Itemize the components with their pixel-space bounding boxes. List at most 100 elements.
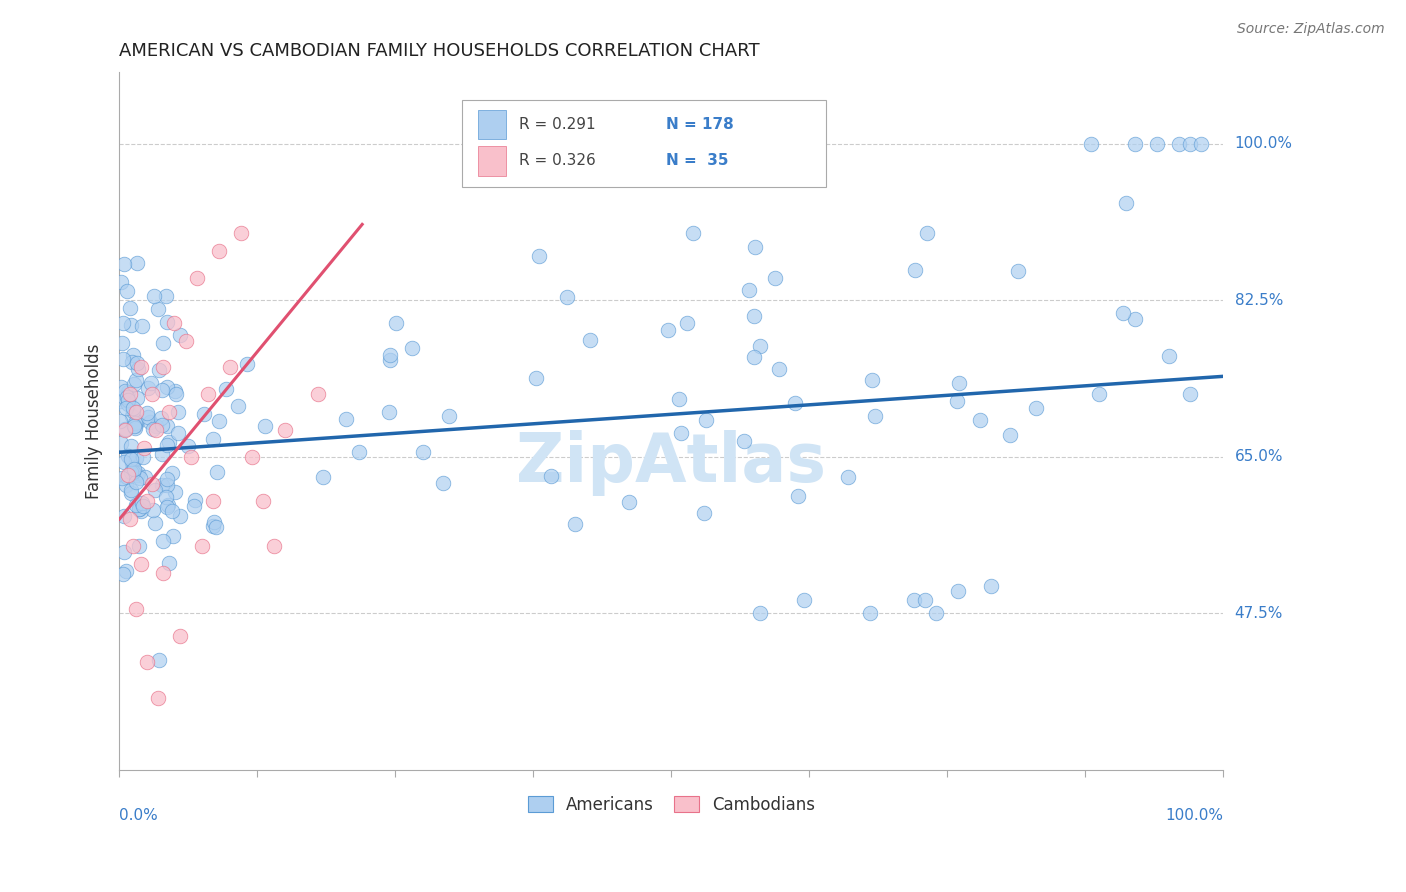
Point — [860, 373, 883, 387]
Point — [114, 508, 136, 523]
Point — [152, 478, 174, 492]
Point — [312, 470, 335, 484]
Point — [169, 328, 191, 343]
Point — [695, 413, 717, 427]
Point — [150, 417, 173, 432]
Point — [163, 384, 186, 398]
Point — [437, 409, 460, 423]
Text: N =  35: N = 35 — [666, 153, 728, 169]
Point — [1178, 387, 1201, 401]
Point — [136, 381, 159, 395]
Point — [378, 352, 401, 367]
Point — [122, 419, 145, 434]
Point — [229, 227, 252, 241]
Point — [142, 422, 165, 436]
Text: 65.0%: 65.0% — [1234, 450, 1284, 464]
Point — [112, 390, 135, 404]
Point — [134, 469, 156, 483]
Point — [143, 516, 166, 530]
Point — [142, 503, 165, 517]
Point — [162, 504, 184, 518]
Point — [156, 477, 179, 491]
Point — [169, 628, 191, 642]
Point — [112, 352, 135, 367]
Point — [127, 362, 149, 376]
Point — [121, 409, 143, 424]
Point — [207, 465, 229, 479]
Point — [837, 470, 859, 484]
Point — [146, 302, 169, 317]
Point — [155, 490, 177, 504]
Point — [202, 515, 225, 529]
Point — [1123, 312, 1146, 326]
Point — [114, 423, 136, 437]
Point — [121, 460, 143, 475]
Point — [128, 540, 150, 554]
Point — [135, 494, 157, 508]
Point — [201, 432, 224, 446]
Point — [124, 418, 146, 433]
Point — [155, 472, 177, 486]
Point — [668, 392, 690, 407]
Point — [540, 468, 562, 483]
Point — [236, 357, 259, 371]
Point — [117, 392, 139, 407]
Point — [108, 413, 131, 427]
Point — [125, 601, 148, 615]
Point — [215, 382, 238, 396]
Text: AMERICAN VS CAMBODIAN FAMILY HOUSEHOLDS CORRELATION CHART: AMERICAN VS CAMBODIAN FAMILY HOUSEHOLDS … — [120, 42, 759, 60]
Text: N = 178: N = 178 — [666, 117, 734, 132]
FancyBboxPatch shape — [461, 100, 825, 187]
Point — [132, 499, 155, 513]
Point — [117, 467, 139, 482]
Point — [122, 348, 145, 362]
Point — [136, 410, 159, 425]
Point — [128, 501, 150, 516]
Point — [208, 244, 231, 259]
Point — [112, 455, 135, 469]
Point — [129, 471, 152, 485]
Point — [115, 565, 138, 579]
Point — [152, 360, 174, 375]
Text: 0.0%: 0.0% — [120, 808, 157, 823]
Point — [946, 394, 969, 409]
Point — [132, 441, 155, 455]
Point — [165, 387, 187, 401]
Point — [152, 335, 174, 350]
Point — [117, 470, 139, 484]
Point — [120, 483, 142, 497]
Point — [136, 406, 159, 420]
Point — [742, 310, 765, 324]
Point — [149, 410, 172, 425]
Point — [742, 351, 765, 365]
Text: 82.5%: 82.5% — [1234, 293, 1282, 308]
Text: Source: ZipAtlas.com: Source: ZipAtlas.com — [1237, 22, 1385, 37]
Point — [169, 509, 191, 524]
Point — [120, 451, 142, 466]
Point — [146, 691, 169, 706]
Point — [693, 506, 716, 520]
Point — [1115, 196, 1137, 211]
Point — [998, 428, 1021, 442]
Point — [969, 413, 991, 427]
Point — [948, 583, 970, 598]
Point — [125, 405, 148, 419]
Point — [127, 415, 149, 429]
Point — [768, 362, 790, 376]
Point — [432, 476, 454, 491]
Point — [121, 355, 143, 369]
Point — [125, 475, 148, 490]
Point — [675, 316, 697, 330]
Point — [914, 592, 936, 607]
Point — [112, 316, 135, 330]
Point — [193, 407, 215, 421]
Point — [152, 533, 174, 548]
Text: 47.5%: 47.5% — [1234, 606, 1282, 621]
Point — [160, 466, 183, 480]
Point — [378, 348, 401, 362]
Point — [110, 435, 132, 450]
Point — [117, 450, 139, 464]
Point — [980, 579, 1002, 593]
Point — [115, 284, 138, 298]
Point — [165, 485, 187, 500]
